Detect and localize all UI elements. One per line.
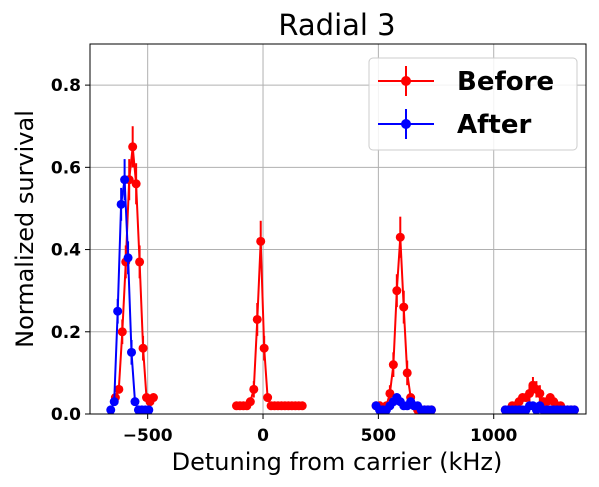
data-point	[395, 232, 405, 242]
data-point	[148, 393, 158, 403]
data-point	[399, 302, 409, 312]
data-point	[535, 388, 545, 398]
data-point	[259, 343, 269, 353]
data-point	[109, 397, 119, 407]
x-ticks: −500 0 500 1000	[123, 414, 518, 446]
y-tick-label: 0.4	[51, 241, 81, 261]
y-tick-label: 0.2	[51, 323, 81, 343]
data-point	[402, 368, 412, 378]
data-point	[138, 343, 148, 353]
data-point	[130, 397, 140, 407]
y-tick-label: 0.0	[51, 405, 81, 425]
y-axis-label: Normalized survival	[11, 110, 39, 348]
data-point	[116, 199, 126, 209]
data-point	[128, 142, 138, 152]
legend-after-marker	[401, 119, 411, 129]
data-point	[117, 327, 127, 337]
data-point	[263, 393, 273, 403]
data-point	[120, 175, 130, 185]
grid	[90, 44, 586, 415]
x-tick-label: 0	[257, 426, 269, 446]
data-point	[392, 286, 402, 296]
data-point	[127, 347, 137, 357]
data-point	[114, 384, 124, 394]
data-point	[123, 253, 133, 263]
legend-after-label: After	[457, 110, 531, 140]
plot-frame	[89, 43, 587, 415]
data-point	[297, 401, 307, 411]
data-point	[135, 257, 145, 267]
y-tick-label: 0.8	[51, 76, 81, 96]
series-layer	[106, 126, 579, 415]
data-point	[388, 360, 398, 370]
x-axis-label: Detuning from carrier (kHz)	[172, 448, 503, 476]
data-point	[131, 179, 141, 189]
x-tick-label: 500	[361, 426, 397, 446]
series-before	[110, 126, 579, 415]
data-point	[426, 405, 436, 415]
series-line	[236, 241, 303, 407]
data-point	[113, 306, 123, 316]
legend-before-marker	[401, 76, 411, 86]
x-tick-label: 1000	[470, 426, 517, 446]
data-point	[106, 405, 116, 415]
y-tick-label: 0.6	[51, 158, 81, 178]
x-tick-label: −500	[123, 426, 173, 446]
series-after	[106, 159, 579, 415]
data-point	[569, 405, 579, 415]
chart-title: Radial 3	[278, 8, 395, 42]
data-point	[252, 314, 262, 324]
data-point	[385, 388, 395, 398]
legend-before-label: Before	[457, 67, 554, 97]
series-line	[109, 179, 149, 411]
data-point	[256, 236, 266, 246]
legend: Before After	[368, 57, 578, 151]
data-point	[144, 405, 154, 415]
data-point	[524, 388, 534, 398]
y-ticks: 0.0 0.2 0.4 0.6 0.8	[51, 76, 90, 425]
data-point	[245, 397, 255, 407]
data-point	[249, 384, 259, 394]
